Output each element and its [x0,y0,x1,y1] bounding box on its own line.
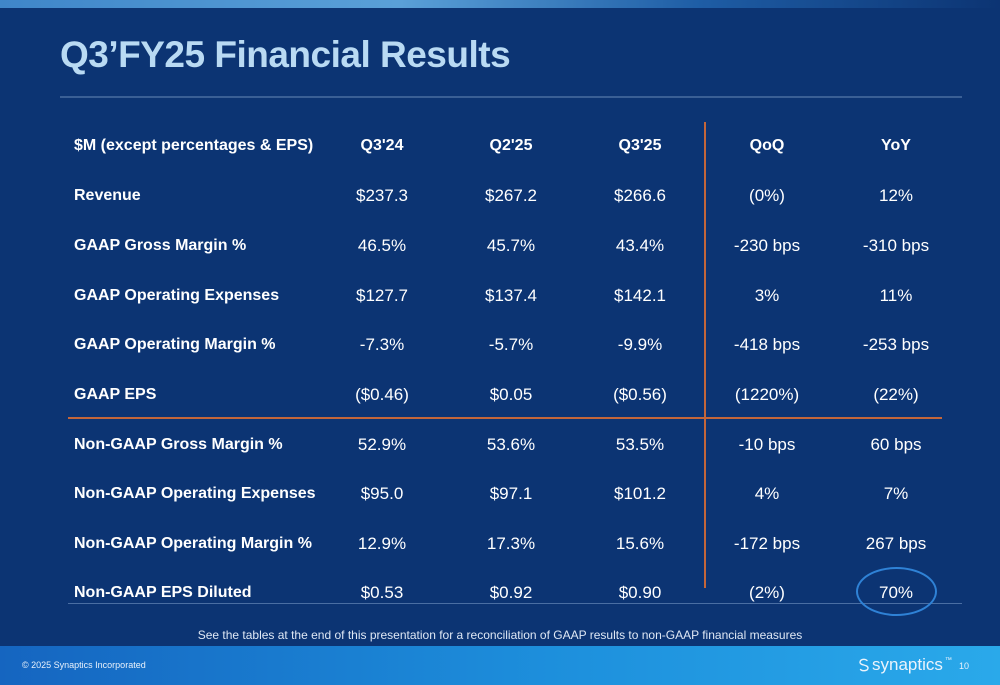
cell-q3-25: 53.5% [615,435,665,454]
row-label: Non-GAAP EPS Diluted [74,584,252,601]
cell-q3-25: 43.4% [615,236,665,255]
cell-q3-25: $266.6 [614,186,666,205]
cell-yoy: -253 bps [862,335,930,354]
cell-yoy: 60 bps [870,435,922,454]
logo-trademark: ™ [944,656,952,664]
cell-qoq: -10 bps [738,435,796,454]
cell-q2-25: $267.2 [485,186,537,205]
cell-yoy: 7% [883,484,909,503]
row-label: Non-GAAP Operating Expenses [74,485,316,502]
header-qoq: QoQ [749,137,785,154]
cell-qoq: 4% [754,484,780,503]
cell-q3-24: $237.3 [356,186,408,205]
cell-q2-25: 17.3% [486,534,536,553]
cell-q3-25: $142.1 [614,286,666,305]
cell-q2-25: $0.05 [489,385,533,404]
cell-q3-25: $0.90 [618,583,662,602]
row-label: GAAP Gross Margin % [74,237,247,254]
header-q2-25: Q2'25 [489,137,533,154]
cell-q2-25: -5.7% [488,335,534,354]
logo-wordmark: synaptics [872,655,943,674]
cell-q3-24: -7.3% [359,335,405,354]
cell-q2-25: $97.1 [489,484,533,503]
cell-qoq: -230 bps [733,236,801,255]
table-bottom-rule [68,603,962,604]
synaptics-logo: synaptics ™ [858,655,952,675]
cell-qoq: (1220%) [734,385,800,404]
row-label: Non-GAAP Operating Margin % [74,535,312,552]
row-label: GAAP Operating Margin % [74,336,276,353]
cell-q3-25: ($0.56) [613,385,667,404]
yoy-eps-highlight-circle [856,567,937,616]
row-label: GAAP EPS [74,386,157,403]
table-vertical-divider [704,122,706,588]
cell-yoy: -310 bps [862,236,930,255]
title-divider [60,96,962,98]
cell-yoy: 12% [878,186,914,205]
cell-qoq: 3% [754,286,780,305]
cell-q3-25: $101.2 [614,484,666,503]
cell-q3-24: ($0.46) [355,385,409,404]
row-label: GAAP Operating Expenses [74,287,280,304]
cell-q2-25: 53.6% [486,435,536,454]
page-number: 10 [959,661,970,671]
top-accent-bar [0,0,1000,8]
row-label: Revenue [74,187,141,204]
cell-q3-24: 52.9% [357,435,407,454]
cell-yoy: 267 bps [865,534,927,553]
cell-yoy: (22%) [873,385,919,404]
cell-q3-24: 46.5% [357,236,407,255]
cell-qoq: -418 bps [733,335,801,354]
cell-q2-25: 45.7% [486,236,536,255]
cell-q3-24: $127.7 [356,286,408,305]
copyright-text: © 2025 Synaptics Incorporated [22,660,146,670]
header-q3-25: Q3'25 [618,137,662,154]
gaap-nongaap-divider [68,417,942,419]
cell-qoq: (0%) [749,186,785,205]
cell-qoq: -172 bps [733,534,801,553]
cell-qoq: (2%) [749,583,785,602]
reconciliation-footnote: See the tables at the end of this presen… [197,628,803,642]
cell-q3-24: 12.9% [357,534,407,553]
cell-q2-25: $0.92 [489,583,533,602]
header-metric: $M (except percentages & EPS) [74,137,314,154]
cell-q3-25: 15.6% [615,534,665,553]
header-q3-24: Q3'24 [360,137,404,154]
slide-title: Q3’FY25 Financial Results [60,34,511,75]
cell-q3-24: $95.0 [360,484,404,503]
synaptics-logo-icon [859,658,869,672]
cell-q3-25: -9.9% [617,335,663,354]
cell-q2-25: $137.4 [485,286,537,305]
cell-yoy: 11% [879,286,913,305]
row-label: Non-GAAP Gross Margin % [74,436,283,453]
header-yoy: YoY [881,137,911,154]
footer-band [0,646,1000,685]
cell-q3-24: $0.53 [360,583,404,602]
